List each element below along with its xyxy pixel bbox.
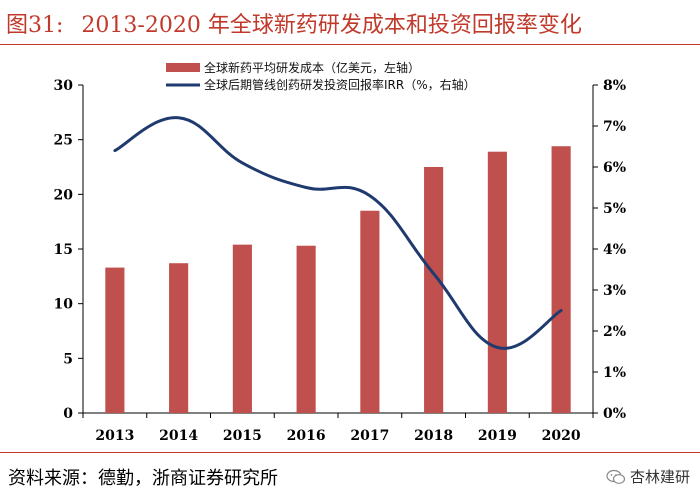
bar xyxy=(296,245,316,413)
right-tick-label: 3% xyxy=(603,283,626,299)
x-tick-label: 2016 xyxy=(287,428,326,444)
right-tick-label: 6% xyxy=(603,160,626,176)
source-note: 资料来源：德勤，浙商证券研究所 xyxy=(8,468,278,489)
figure-header: 图31: 2013-2020 年全球新药研发成本和投资回报率变化 xyxy=(0,0,700,46)
x-tick-label: 2019 xyxy=(478,428,517,444)
legend: 全球新药平均研发成本（亿美元，左轴） 全球后期管线创药研发投资回报率IRR（%，… xyxy=(166,60,476,92)
left-tick-label: 30 xyxy=(54,78,74,94)
right-tick-label: 8% xyxy=(603,78,626,94)
line-series xyxy=(113,116,563,350)
right-tick-label: 1% xyxy=(603,365,626,381)
x-tick-label: 2014 xyxy=(159,428,198,444)
brand-name: 杏林建研 xyxy=(629,468,690,486)
bar xyxy=(169,263,189,413)
right-tick-label: 4% xyxy=(603,242,626,258)
footer-divider xyxy=(0,452,700,453)
bar xyxy=(232,244,252,413)
bar xyxy=(551,146,571,413)
bar xyxy=(487,151,507,413)
legend-label-line: 全球后期管线创药研发投资回报率IRR（%，右轴） xyxy=(204,77,476,92)
x-tick-label: 2013 xyxy=(95,428,134,444)
bar xyxy=(424,167,444,413)
right-tick-label: 0% xyxy=(603,406,626,422)
chart-container: 全球新药平均研发成本（亿美元，左轴） 全球后期管线创药研发投资回报率IRR（%，… xyxy=(0,46,700,451)
combo-chart: 全球新药平均研发成本（亿美元，左轴） 全球后期管线创药研发投资回报率IRR（%，… xyxy=(54,60,627,444)
x-tick-label: 2015 xyxy=(223,428,262,444)
figure-footer: 资料来源：德勤，浙商证券研究所 杏林建研 xyxy=(0,452,700,501)
left-tick-label: 15 xyxy=(54,242,73,258)
left-tick-label: 20 xyxy=(54,187,74,203)
legend-label-bar: 全球新药平均研发成本（亿美元，左轴） xyxy=(204,60,420,75)
legend-swatch-bar xyxy=(166,63,200,72)
x-tick-label: 2017 xyxy=(350,428,389,444)
figure-title: 图31: 2013-2020 年全球新药研发成本和投资回报率变化 xyxy=(6,7,582,39)
x-tick-label: 2020 xyxy=(542,428,581,444)
left-tick-label: 5 xyxy=(63,351,73,367)
right-tick-label: 5% xyxy=(603,201,626,217)
left-tick-label: 0 xyxy=(63,406,73,422)
right-tick-label: 7% xyxy=(603,119,626,135)
x-tick-label: 2018 xyxy=(414,428,453,444)
bar xyxy=(360,210,380,413)
bar xyxy=(105,267,125,413)
left-tick-label: 10 xyxy=(54,297,74,313)
figure-number: 图31: xyxy=(6,13,64,38)
figure-title-text: 2013-2020 年全球新药研发成本和投资回报率变化 xyxy=(81,13,582,38)
irr-line xyxy=(113,116,563,350)
wechat-icon xyxy=(606,469,626,484)
title-divider xyxy=(0,44,700,45)
brand-watermark: 杏林建研 xyxy=(606,466,690,487)
right-tick-label: 2% xyxy=(603,324,626,340)
left-tick-label: 25 xyxy=(54,133,73,149)
axes: 0 5 10 15 20 25 30 0% 1% 2% 3% 4% 5% 6% 7% 8% 2013 2014 20… xyxy=(54,78,627,444)
